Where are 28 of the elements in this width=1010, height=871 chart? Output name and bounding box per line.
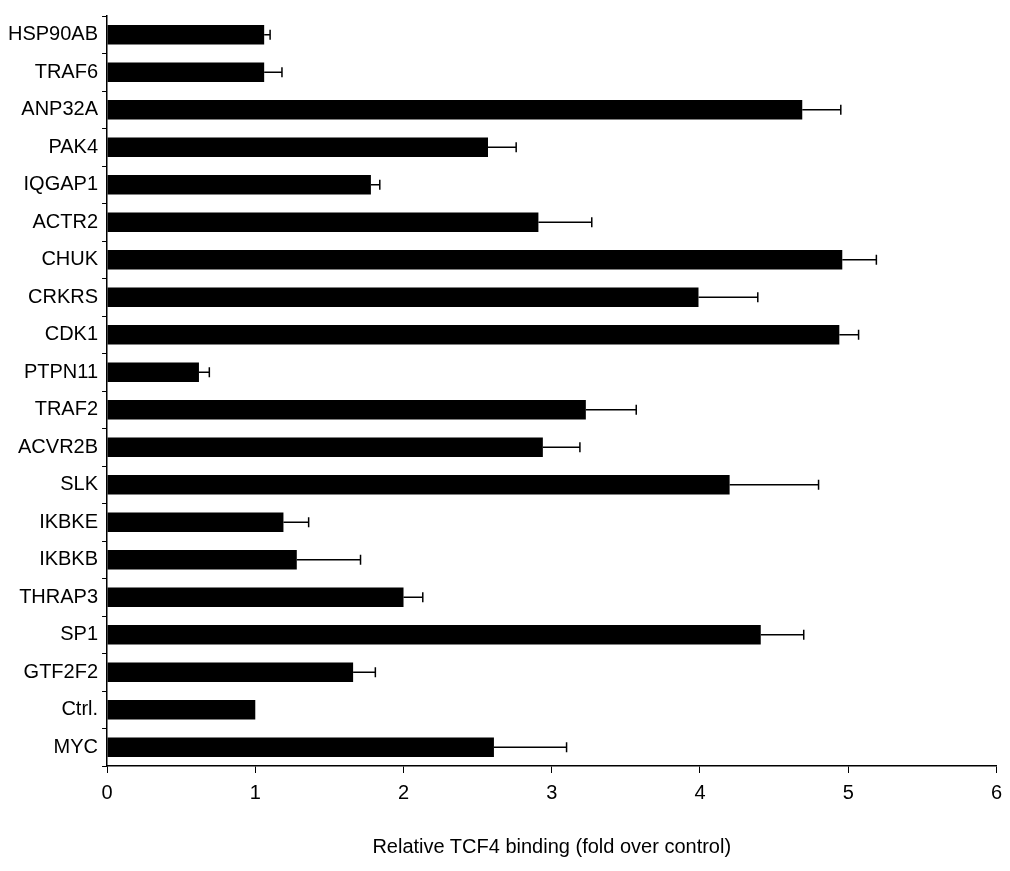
y-tick-label: CHUK: [41, 247, 99, 270]
y-tick-label: CRKRS: [28, 284, 99, 307]
y-tick-label: TRAF6: [34, 59, 99, 82]
y-tick-label: ACTR2: [32, 209, 99, 232]
x-tick-label: 6: [990, 780, 1002, 803]
y-tick-label: TRAF2: [34, 397, 99, 420]
y-tick-label: SP1: [60, 622, 99, 645]
y-tick-label: SLK: [60, 472, 99, 495]
y-tick-label: ACVR2B: [18, 434, 99, 457]
x-axis-title: Relative TCF4 binding (fold over control): [372, 834, 732, 857]
y-tick-label: IKBKB: [39, 547, 99, 570]
y-tick-label: IKBKE: [39, 509, 99, 532]
y-tick-label: MYC: [53, 734, 99, 757]
y-tick-label: Ctrl.: [61, 697, 99, 720]
y-tick-label: PAK4: [48, 134, 99, 157]
x-tick-label: 1: [249, 780, 261, 803]
y-tick-label: PTPN11: [23, 359, 99, 382]
x-tick-label: 3: [546, 780, 558, 803]
y-tick-label: THRAP3: [19, 584, 99, 607]
y-tick-label: HSP90AB: [7, 22, 99, 45]
x-tick-label: 4: [694, 780, 706, 803]
y-tick-label: GTF2F2: [23, 659, 99, 682]
x-tick-label: 5: [842, 780, 854, 803]
x-tick-label: 0: [101, 780, 113, 803]
y-tick-label: CDK1: [44, 322, 99, 345]
y-tick-label: IQGAP1: [23, 172, 99, 195]
y-tick-label: ANP32A: [21, 97, 99, 120]
x-tick-label: 2: [397, 780, 410, 803]
